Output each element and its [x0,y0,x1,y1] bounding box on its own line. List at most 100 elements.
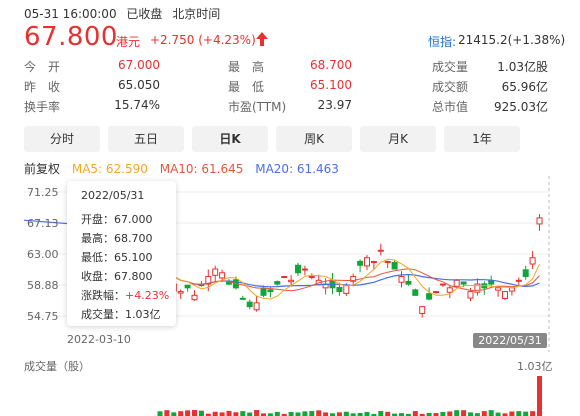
volume-bar [323,412,329,416]
candle-body [357,260,364,266]
volume-bar [392,413,398,416]
volume-bar [274,411,280,416]
candle-body [205,276,212,285]
volume-bar [502,413,508,416]
adjust-mode[interactable]: 前复权 [24,162,61,176]
y-tick: 67.13 [27,217,59,230]
tab-one-year[interactable]: 1年 [444,126,520,152]
y-tick: 58.88 [27,279,59,292]
candle-body [515,279,522,282]
ma10-line [159,268,540,292]
y-tick: 63.00 [27,248,59,261]
volume-bar [378,411,384,416]
candle-body [295,264,301,274]
volume-bar [178,411,184,416]
volume-bar [212,411,218,416]
volume-bar [426,412,432,416]
candle-body [426,293,433,300]
candle-body [191,294,198,301]
candle-body [412,289,419,296]
volume-bar [226,410,232,416]
volume-bar [461,410,467,416]
stat-label: 今 开 [24,60,61,74]
tooltip-close: 收盘：67.800 [81,270,153,283]
candle-body [239,297,246,300]
stat-label: 总市值 [432,100,469,114]
stat-label: 最 低 [228,80,265,94]
volume-bar [440,412,446,416]
stat-label: 成交量 [432,60,469,74]
volume-bar [399,413,404,416]
tooltip-open: 开盘：67.000 [81,213,153,226]
candle-body [495,287,502,291]
candle-body [308,276,315,279]
volume-bar [316,410,322,416]
candle-body [343,285,350,294]
tab-intraday[interactable]: 分时 [24,126,100,152]
volume-bar [474,413,480,416]
candle-body [336,286,343,293]
volume-bar [495,412,501,416]
x-start-date: 2022-03-10 [67,333,131,346]
candle-body [474,283,481,293]
tooltip-high: 最高：68.700 [81,232,153,245]
volume-bar [219,412,225,416]
current-price: 67.800 [24,22,118,52]
candle-body [377,249,384,252]
candle-body [219,272,226,279]
candle-body [246,301,253,308]
volume-bar [412,411,418,416]
tooltip-change: 涨跌幅：+4.23% [81,287,169,303]
stat-value: 65.050 [118,78,160,92]
volume-bar [157,411,163,416]
tooltip-date: 2022/05/31 [81,189,145,202]
stat-label: 昨 收 [24,80,61,94]
volume-bar [171,412,177,416]
index-name-link[interactable]: 恒指: [428,35,457,49]
tab-five-day[interactable]: 五日 [108,126,184,152]
candle-body [301,268,308,271]
candle-body [274,281,281,285]
stat-value: 67.000 [118,58,160,72]
price-change: +2.750 (+4.23%) [150,33,256,47]
candle-body [398,276,405,283]
volume-bar [537,376,542,416]
ma-legend: 前复权 MA5: 62.590 MA10: 61.645 MA20: 61.46… [24,160,347,177]
candle-body [419,306,426,315]
candle-body [467,291,474,299]
candle-body [177,291,184,294]
market-status: 已收盘 [126,7,163,21]
volume-bar [343,411,349,416]
volume-bar [295,412,301,416]
volume-bar [205,413,211,416]
volume-bar [523,411,529,416]
volume-bar [516,411,522,416]
stat-value: 1.03亿股 [497,60,548,74]
tooltip-change-value: +4.23% [125,289,170,302]
volume-bar [281,413,287,416]
candle-body [281,276,288,279]
candle-body [488,279,495,285]
y-tick: 54.75 [27,310,59,323]
candle-body [502,291,508,299]
volume-bar [405,413,411,416]
quote-datetime: 05-31 16:00:00 [24,7,117,21]
ma10-value: MA10: 61.645 [159,162,244,176]
stat-value: 925.03亿 [494,100,548,114]
volume-bar [481,411,487,416]
ohlc-tooltip: 2022/05/31 开盘：67.000 最高：68.700 最低：65.100… [67,181,176,326]
stat-label: 最 高 [228,60,265,74]
tab-monthly-k[interactable]: 月K [360,126,436,152]
tooltip-change-label: 涨跌幅： [81,289,125,302]
candle-body [522,269,529,278]
ma5-value: MA5: 62.590 [71,162,148,176]
candle-body [370,261,377,264]
x-cursor-date: 2022/05/31 [473,333,547,348]
volume-bar [267,413,273,416]
tab-daily-k[interactable]: 日K [192,126,268,152]
candle-body [253,302,260,311]
tab-weekly-k[interactable]: 周K [276,126,352,152]
volume-chart[interactable] [0,370,580,416]
tooltip-low: 最低：65.100 [81,251,153,264]
candle-body [529,257,536,265]
